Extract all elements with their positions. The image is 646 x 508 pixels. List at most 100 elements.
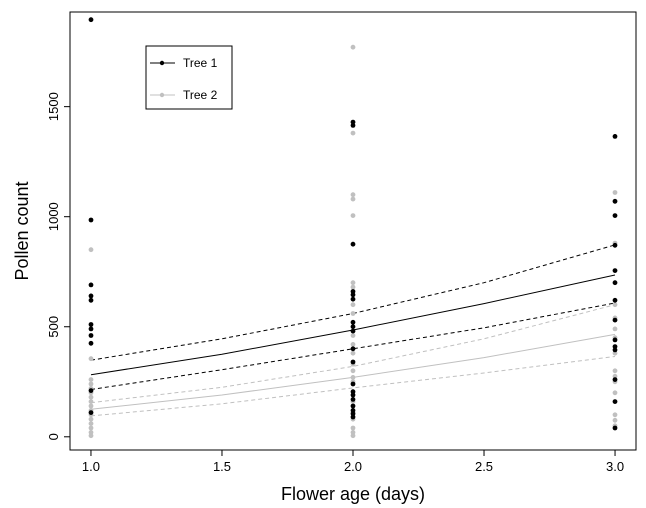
legend-label-tree-2: Tree 2 bbox=[183, 88, 218, 102]
tree-1-point bbox=[612, 134, 618, 139]
tree-1-point bbox=[612, 280, 618, 286]
tree-1-point bbox=[88, 293, 94, 299]
tree-2-point bbox=[88, 403, 94, 409]
tree-2-point bbox=[350, 433, 356, 439]
tree-2-point bbox=[350, 342, 356, 347]
tree-2-point bbox=[612, 190, 618, 195]
legend-box bbox=[145, 45, 233, 110]
tree-2-point bbox=[88, 394, 94, 400]
tree-1-point bbox=[612, 268, 618, 273]
tree-1-point bbox=[612, 198, 618, 204]
tree-1-point bbox=[350, 328, 356, 334]
legend-marker-tree-2 bbox=[159, 92, 165, 98]
x-tick-label: 3.0 bbox=[606, 459, 624, 474]
tree-1-point bbox=[612, 213, 618, 219]
y-tick-label: 500 bbox=[46, 316, 61, 338]
tree-1-point bbox=[88, 388, 94, 393]
tree-1-point bbox=[350, 296, 356, 302]
tree-1-point bbox=[88, 217, 94, 223]
x-axis-label: Flower age (days) bbox=[281, 484, 425, 504]
y-axis: 0 500 1000 1500 bbox=[46, 92, 70, 440]
x-tick-label: 1.0 bbox=[82, 459, 100, 474]
tree-1-point bbox=[612, 425, 618, 431]
tree-2-point bbox=[612, 417, 618, 423]
tree-2-point bbox=[350, 430, 356, 435]
tree-1-point bbox=[88, 340, 94, 346]
tree-2-point bbox=[612, 368, 618, 374]
tree-2-point bbox=[350, 302, 356, 308]
tree-1-point bbox=[350, 411, 356, 417]
tree-2-point bbox=[350, 192, 356, 198]
tree-1-point bbox=[350, 389, 356, 395]
tree-1-point bbox=[350, 346, 356, 352]
tree-2-point bbox=[350, 368, 356, 374]
tree-2-point bbox=[350, 196, 356, 202]
tree-2-point bbox=[88, 399, 94, 404]
y-tick-label: 0 bbox=[46, 433, 61, 440]
tree-1-point bbox=[350, 319, 356, 325]
tree-1-point bbox=[88, 297, 94, 303]
tree-1-point bbox=[350, 408, 356, 413]
tree-1-point bbox=[612, 347, 618, 353]
tree-2-point bbox=[612, 326, 618, 332]
tree-2-point bbox=[350, 213, 356, 219]
tree-1-point bbox=[612, 317, 618, 323]
tree-1-ci-lower-line bbox=[90, 302, 616, 390]
tree-2-point bbox=[350, 350, 356, 356]
tree-2-point bbox=[612, 390, 618, 396]
tree-2-point bbox=[88, 430, 94, 435]
tree-1-point bbox=[350, 241, 356, 247]
tree-1-point bbox=[350, 397, 356, 402]
tree-2-point bbox=[350, 333, 356, 338]
tree-1-point bbox=[350, 359, 356, 365]
tree-1-point bbox=[350, 392, 356, 398]
tree-2-point bbox=[88, 425, 94, 431]
tree-1-point bbox=[612, 377, 618, 382]
tree-2-point bbox=[612, 302, 618, 308]
plot-area bbox=[88, 17, 618, 439]
tree-1-point bbox=[88, 333, 94, 338]
tree-2-point bbox=[350, 425, 356, 431]
tree-1-point bbox=[88, 17, 94, 23]
tree-2-point bbox=[350, 130, 356, 136]
legend-marker-tree-1 bbox=[159, 60, 165, 66]
x-tick-label: 2.5 bbox=[475, 459, 493, 474]
tree-1-point bbox=[350, 292, 356, 298]
x-tick-label: 1.5 bbox=[213, 459, 231, 474]
tree-1-point bbox=[350, 119, 356, 125]
tree-2-point bbox=[88, 377, 94, 382]
tree-2-point bbox=[88, 433, 94, 439]
tree-1-point bbox=[88, 410, 94, 415]
tree-1-point bbox=[88, 326, 94, 332]
tree-1-point bbox=[350, 381, 356, 387]
tree-1-point bbox=[612, 242, 618, 248]
tree-2-point bbox=[350, 311, 356, 316]
tree-1-point bbox=[350, 324, 356, 330]
tree-2-point bbox=[350, 284, 356, 290]
tree-2-point bbox=[612, 412, 618, 418]
tree-1-point bbox=[350, 123, 356, 128]
tree-1-point bbox=[88, 322, 94, 327]
tree-2-point bbox=[88, 356, 94, 362]
y-tick-label: 1500 bbox=[46, 92, 61, 121]
tree-2-point bbox=[612, 373, 618, 379]
tree-1-point bbox=[88, 282, 94, 288]
tree-1-point bbox=[612, 337, 618, 343]
tree-2-point bbox=[350, 280, 356, 286]
tree-1-point bbox=[350, 414, 356, 420]
x-tick-label: 2.0 bbox=[344, 459, 362, 474]
tree-2-point bbox=[350, 44, 356, 50]
y-tick-label: 1000 bbox=[46, 202, 61, 231]
y-axis-label: Pollen count bbox=[12, 181, 32, 280]
tree-2-point bbox=[612, 350, 618, 356]
tree-1-point bbox=[612, 297, 618, 303]
tree-2-ci-upper-line bbox=[90, 304, 616, 404]
tree-2-point bbox=[350, 375, 356, 380]
tree-2-point bbox=[88, 381, 94, 387]
legend: Tree 1 Tree 2 bbox=[145, 45, 233, 110]
tree-2-point bbox=[88, 247, 94, 253]
x-axis: 1.0 1.5 2.0 2.5 3.0 bbox=[82, 450, 624, 474]
legend-label-tree-1: Tree 1 bbox=[183, 56, 218, 70]
tree-1-point bbox=[612, 344, 618, 349]
